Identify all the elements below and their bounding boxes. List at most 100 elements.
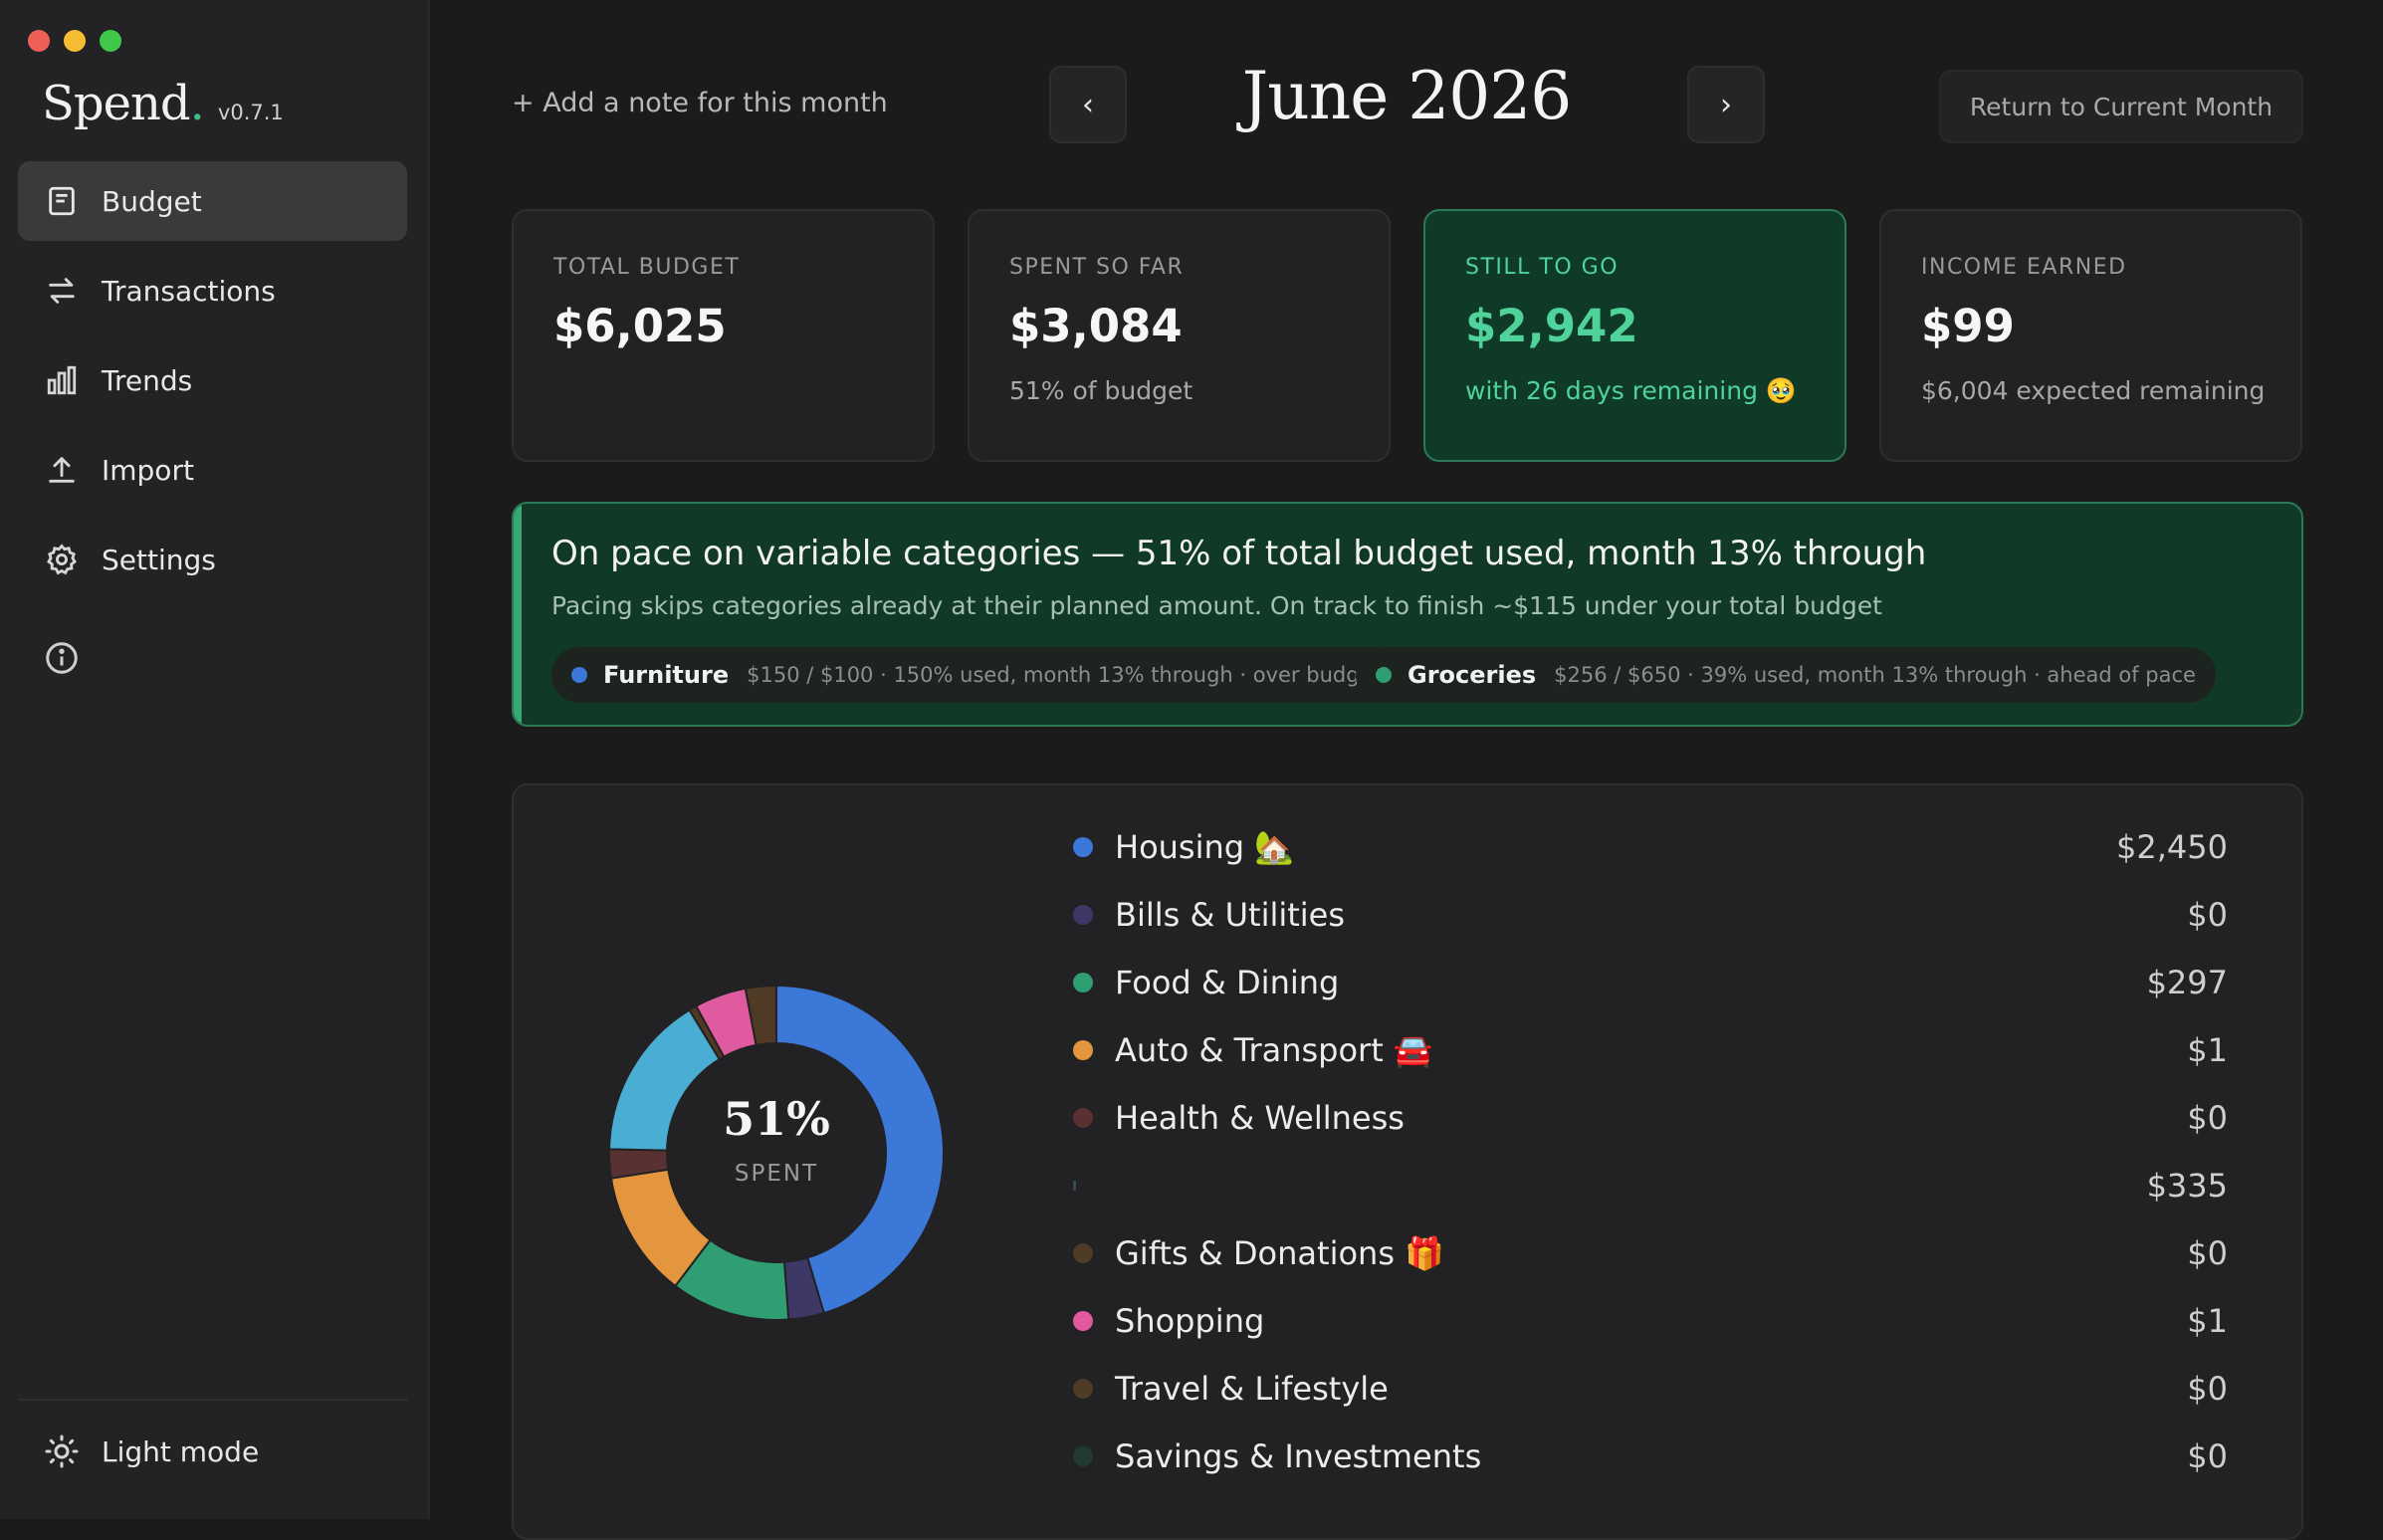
next-month-button[interactable]: ›	[1687, 66, 1765, 143]
app-logo: Spend.	[42, 76, 205, 131]
stat-subtext: $6,004 expected remaining	[1921, 376, 2266, 405]
stat-card-income: INCOME EARNED $99 $6,004 expected remain…	[1879, 209, 2302, 462]
app-version: v0.7.1	[217, 101, 284, 124]
budget-icon	[44, 183, 80, 219]
donut-slice[interactable]	[744, 984, 777, 1047]
sidebar-item-label: Trends	[102, 363, 193, 397]
sun-icon	[44, 1433, 102, 1469]
category-color-dot	[1073, 1040, 1093, 1060]
category-amount: $0	[2187, 896, 2228, 934]
category-row[interactable]: Auto & Transport 🚘 $1	[1073, 1016, 2228, 1084]
category-amount: $1	[2187, 1302, 2228, 1340]
stat-label: STILL TO GO	[1465, 255, 1620, 280]
sidebar-item-label: Transactions	[102, 274, 276, 308]
category-color-dot	[1073, 973, 1093, 992]
sidebar-item-transactions[interactable]: Transactions	[18, 251, 407, 330]
category-name: Food & Dining	[1115, 964, 1340, 1001]
light-mode-toggle[interactable]: Light mode	[44, 1433, 259, 1469]
category-color-dot	[1073, 1243, 1093, 1263]
return-to-current-month-button[interactable]: Return to Current Month	[1939, 70, 2303, 143]
chip-detail: $150 / $100 · 150% used, month 13% throu…	[747, 663, 1381, 687]
brand: Spend. v0.7.1	[42, 76, 284, 131]
category-name: Savings & Investments	[1115, 1437, 1482, 1475]
stat-value: $2,942	[1465, 300, 1638, 352]
minimize-window-button[interactable]	[64, 30, 86, 52]
category-color-dot	[1073, 1379, 1093, 1399]
donut-center-percent: 51%	[723, 1092, 830, 1146]
category-color-dot	[1073, 1446, 1093, 1466]
category-amount: $0	[2187, 1370, 2228, 1408]
stat-card-total-budget: TOTAL BUDGET $6,025	[512, 209, 935, 462]
zoom-window-button[interactable]	[100, 30, 121, 52]
category-amount: $297	[2146, 964, 2228, 1001]
bar-chart-icon	[44, 362, 80, 398]
category-color-dot	[1073, 1311, 1093, 1331]
category-name: Travel & Lifestyle	[1115, 1370, 1389, 1408]
stat-label: SPENT SO FAR	[1009, 255, 1185, 280]
pace-chip-furniture[interactable]: Furniture $150 / $100 · 150% used, month…	[551, 647, 1401, 703]
category-row[interactable]: Food & Dining $297	[1073, 949, 2228, 1016]
category-amount: $2,450	[2116, 828, 2228, 866]
category-color-dot	[1376, 667, 1392, 683]
sidebar-item-settings[interactable]: Settings	[18, 520, 407, 599]
sidebar-divider	[18, 1399, 408, 1401]
window-controls	[28, 30, 121, 52]
pace-chip-groceries[interactable]: Groceries $256 / $650 · 39% used, month …	[1356, 647, 2216, 703]
brand-dot: .	[189, 76, 205, 131]
category-name: Shopping	[1115, 1302, 1265, 1340]
stat-card-spent: SPENT SO FAR $3,084 51% of budget	[968, 209, 1391, 462]
gear-icon	[44, 542, 80, 577]
category-color-dot	[1073, 1108, 1093, 1128]
category-row[interactable]: Travel & Lifestyle $0	[1073, 1355, 2228, 1423]
category-amount: $1	[2187, 1031, 2228, 1069]
category-row[interactable]: Gifts & Donations 🎁 $0	[1073, 1219, 2228, 1287]
light-mode-label: Light mode	[102, 1434, 260, 1468]
category-row[interactable]: Health & Wellness $0	[1073, 1084, 2228, 1152]
pace-banner: On pace on variable categories — 51% of …	[512, 502, 2303, 727]
chip-category-name: Groceries	[1408, 661, 1537, 689]
pace-subtitle: Pacing skips categories already at their…	[551, 591, 1882, 620]
previous-month-button[interactable]: ‹	[1049, 66, 1127, 143]
category-name: Gifts & Donations 🎁	[1115, 1234, 1444, 1272]
category-name: Bills & Utilities	[1115, 896, 1346, 934]
add-month-note-link[interactable]: + Add a note for this month	[512, 88, 888, 118]
month-title: June 2026	[1241, 58, 1572, 134]
category-color-dot	[1073, 1181, 1076, 1191]
stat-card-still-to-go: STILL TO GO $2,942 with 26 days remainin…	[1423, 209, 1846, 462]
category-amount: $0	[2187, 1099, 2228, 1137]
category-name: Housing 🏡	[1115, 828, 1295, 866]
stat-value: $99	[1921, 300, 2015, 352]
stat-value: $3,084	[1009, 300, 1183, 352]
info-icon[interactable]	[44, 640, 80, 676]
category-color-dot	[1073, 905, 1093, 925]
category-amount: $0	[2187, 1437, 2228, 1475]
sidebar: Spend. v0.7.1 Budget Transactions Trends	[0, 0, 430, 1519]
category-amount: $335	[2146, 1167, 2228, 1205]
category-row[interactable]: Shopping $1	[1073, 1287, 2228, 1355]
category-color-dot	[1073, 837, 1093, 857]
close-window-button[interactable]	[28, 30, 50, 52]
category-color-dot	[571, 667, 587, 683]
upload-icon	[44, 452, 80, 488]
stat-subtext: 51% of budget	[1009, 376, 1193, 405]
donut-slice[interactable]	[775, 984, 945, 1315]
category-row[interactable]: Savings & Investments $0	[1073, 1423, 2228, 1490]
chip-category-name: Furniture	[603, 661, 730, 689]
stat-label: INCOME EARNED	[1921, 255, 2127, 280]
category-amount: $0	[2187, 1234, 2228, 1272]
donut-center-label: SPENT	[734, 1161, 819, 1187]
sidebar-item-trends[interactable]: Trends	[18, 340, 407, 420]
sidebar-nav: Budget Transactions Trends Import Settin…	[18, 161, 407, 609]
stat-value: $6,025	[553, 300, 727, 352]
category-row[interactable]: Housing 🏡 $2,450	[1073, 813, 2228, 881]
category-name: Auto & Transport 🚘	[1115, 1031, 1433, 1069]
category-row[interactable]: $335	[1073, 1152, 2228, 1219]
sidebar-item-label: Budget	[102, 184, 202, 218]
category-row[interactable]: Bills & Utilities $0	[1073, 881, 2228, 949]
stat-label: TOTAL BUDGET	[553, 255, 741, 280]
sidebar-item-import[interactable]: Import	[18, 430, 407, 510]
sidebar-item-budget[interactable]: Budget	[18, 161, 407, 241]
transfer-arrows-icon	[44, 273, 80, 309]
category-name: Health & Wellness	[1115, 1099, 1405, 1137]
pace-title: On pace on variable categories — 51% of …	[551, 534, 1927, 573]
